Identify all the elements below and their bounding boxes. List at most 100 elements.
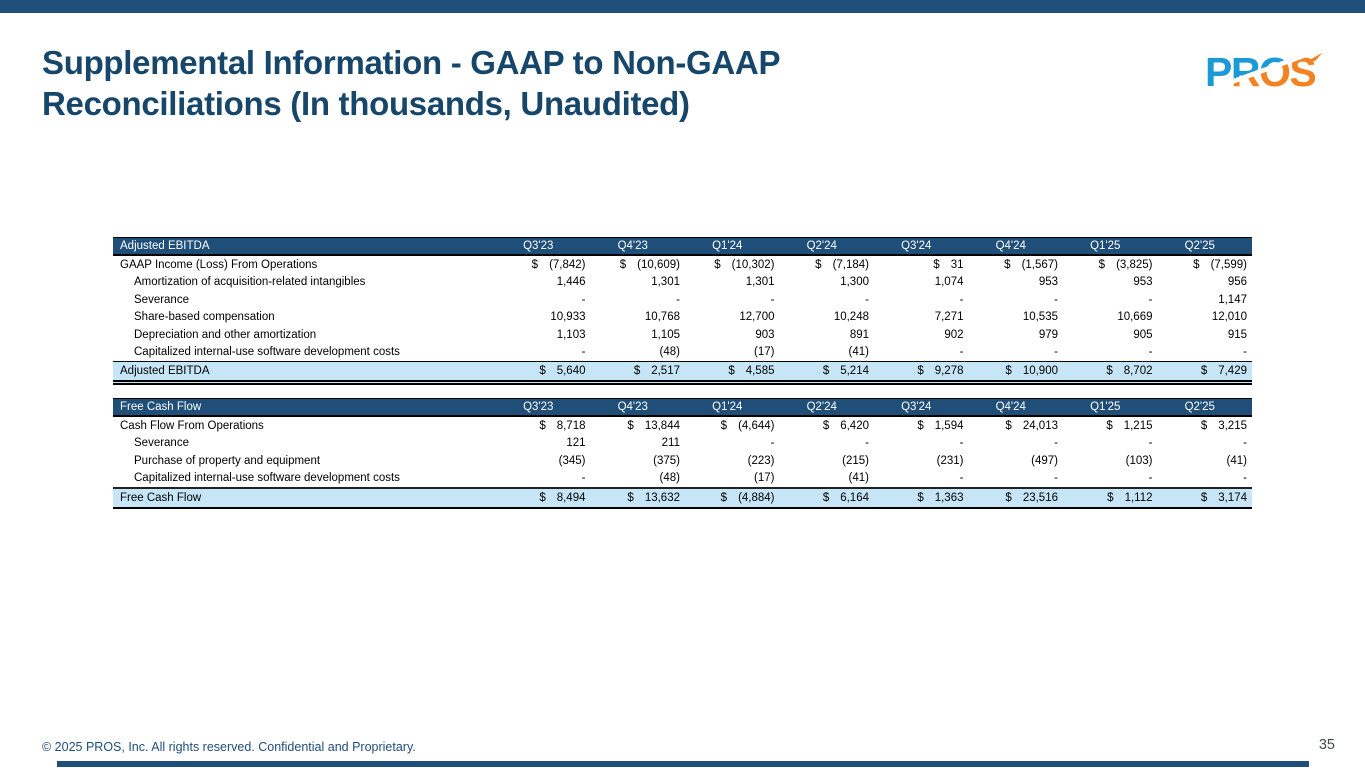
cell-value: $2,517	[591, 365, 686, 377]
value: 1,594	[934, 419, 964, 432]
column-header: Q4'24	[995, 240, 1026, 252]
value: -	[581, 293, 586, 306]
cell-value: $ (4,884)	[685, 492, 780, 504]
cell-value: 1,301	[685, 276, 780, 288]
value: 13,844	[644, 419, 680, 432]
cell-value: $13,632	[591, 492, 686, 504]
value: -	[959, 437, 964, 450]
value: 7,429	[1218, 365, 1247, 377]
value: -	[1148, 293, 1153, 306]
value: -	[1054, 437, 1058, 450]
value: -	[676, 293, 680, 306]
cell-value: 10,933	[496, 311, 591, 323]
value: 903	[755, 328, 775, 341]
value: (48)	[659, 346, 680, 359]
cell-value: -	[1063, 346, 1158, 358]
cell-value: (345)	[496, 455, 591, 467]
value: 3,215	[1218, 419, 1247, 432]
value: (17)	[754, 346, 775, 359]
value: (7,184)	[832, 258, 869, 271]
dollar-sign: $	[1200, 492, 1208, 504]
cell-value: $ (1,567)	[969, 259, 1064, 271]
cell-value: -	[591, 294, 686, 306]
column-header: Q4'24	[995, 401, 1026, 413]
slide-title-line-1: Supplemental Information - GAAP to Non-G…	[42, 44, 781, 81]
column-header: Q3'24	[901, 240, 932, 252]
value: 10,248	[833, 311, 869, 324]
value: 891	[849, 328, 869, 341]
cell-value: -	[780, 294, 875, 306]
value: -	[581, 472, 586, 485]
row-label: Capitalized internal-use software develo…	[134, 472, 400, 485]
cell-value: 211	[591, 437, 686, 449]
value: 3,174	[1218, 492, 1247, 504]
row-label: Capitalized internal-use software develo…	[134, 346, 400, 359]
column-header: Q3'24	[901, 401, 932, 413]
cell-value: (41)	[1158, 455, 1253, 467]
value: 5,640	[556, 365, 586, 377]
value: -	[581, 346, 586, 359]
value: 1,363	[934, 492, 964, 504]
cell-value: $9,278	[874, 365, 969, 377]
value: 1,215	[1123, 419, 1153, 432]
cell-value: -	[1158, 346, 1253, 358]
value: -	[770, 293, 775, 306]
dollar-sign: $	[627, 419, 634, 432]
cell-value: (103)	[1063, 455, 1158, 467]
adjusted-ebitda-table: Adjusted EBITDA Q3'23 Q4'23 Q1'24 Q2'24 Q3'24…	[113, 237, 1252, 385]
dollar-sign: $	[917, 365, 924, 377]
value: 1,112	[1124, 492, 1153, 504]
column-header: Q2'25	[1184, 401, 1215, 413]
cell-value: $3,215	[1158, 420, 1253, 432]
row-label: Cash Flow From Operations	[120, 419, 264, 432]
value: 1,301	[651, 276, 680, 289]
dollar-sign: $	[822, 365, 830, 377]
cell-value: (375)	[591, 455, 686, 467]
value: 12,700	[739, 311, 775, 324]
value: 10,933	[550, 311, 586, 324]
dollar-sign: $	[720, 492, 728, 504]
column-header: Q4'23	[617, 401, 648, 413]
cell-value: -	[969, 346, 1064, 358]
bottom-accent-bar	[57, 761, 1309, 767]
row-label: Free Cash Flow	[120, 492, 202, 504]
table-row: Amortization of acquisition-related inta…	[113, 274, 1252, 292]
cell-value: $3,174	[1158, 492, 1253, 504]
value: -	[959, 472, 964, 485]
cell-value: 891	[780, 329, 875, 341]
column-header: Q1'25	[1090, 240, 1121, 252]
value: -	[770, 437, 775, 450]
column-header: Q1'25	[1090, 401, 1121, 413]
value: -	[1243, 346, 1247, 359]
dollar-sign: $	[822, 419, 830, 432]
value: 31	[950, 258, 964, 271]
value: (48)	[659, 472, 680, 485]
cell-value: -	[1158, 437, 1253, 449]
slide-title: Supplemental Information - GAAP to Non-G…	[42, 42, 942, 124]
dollar-sign: $	[1106, 419, 1113, 432]
cell-value: (17)	[685, 346, 780, 358]
table-row: GAAP Income (Loss) From Operations $ (7,84…	[113, 256, 1252, 274]
cell-value: (231)	[874, 455, 969, 467]
cell-value: 1,103	[496, 329, 591, 341]
column-header: Q1'24	[712, 401, 743, 413]
table-row: Severance 121 211 - - - - - -	[113, 435, 1252, 453]
cell-value: (41)	[780, 346, 875, 358]
cell-value: $10,900	[969, 365, 1064, 377]
cell-value: -	[685, 294, 780, 306]
cell-value: $ (3,825)	[1063, 259, 1158, 271]
cell-value: $5,214	[780, 365, 875, 377]
value: 953	[1133, 276, 1153, 289]
value: 8,702	[1123, 365, 1153, 377]
cell-value: (41)	[780, 472, 875, 484]
value: 8,718	[556, 419, 586, 432]
table-row: Capitalized internal-use software develo…	[113, 470, 1252, 488]
cell-value: 979	[969, 329, 1064, 341]
cell-value: -	[496, 346, 591, 358]
dollar-sign: $	[728, 365, 735, 377]
cell-value: 956	[1158, 276, 1253, 288]
value: 956	[1227, 276, 1247, 289]
value: -	[1148, 346, 1153, 359]
value: 902	[944, 328, 964, 341]
value: 1,103	[556, 328, 586, 341]
